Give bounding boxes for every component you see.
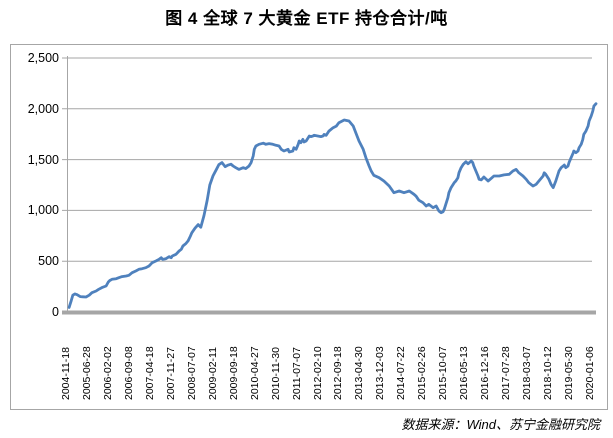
- x-axis-label: 2006-02-02: [101, 346, 114, 400]
- source-note: 数据来源：Wind、苏宁金融研究院: [401, 417, 600, 432]
- x-axis-label: 2016-12-16: [479, 346, 492, 400]
- x-axis-line: [62, 310, 596, 315]
- x-axis-label: 2019-05-30: [563, 346, 576, 400]
- y-axis-label: 1,000: [27, 203, 59, 218]
- y-axis-label: 0: [52, 305, 59, 319]
- x-axis-label: 2012-02-10: [311, 346, 324, 400]
- page-title: 图 4 全球 7 大黄金 ETF 持仓合计/吨: [165, 9, 448, 28]
- x-axis-label: 2010-11-30: [269, 347, 282, 400]
- x-axis-label: 2014-07-22: [395, 346, 408, 400]
- x-axis-label: 2020-01-06: [584, 346, 597, 400]
- x-axis-label: 2010-04-27: [248, 346, 261, 400]
- x-axis-label: 2017-07-28: [500, 346, 513, 400]
- x-axis-label: 2009-09-18: [227, 346, 240, 400]
- plot-area: [62, 56, 598, 315]
- x-axis-label: 2013-12-03: [374, 346, 387, 400]
- x-axis-label: 2018-03-07: [521, 346, 534, 400]
- y-axis-label: 1,500: [27, 152, 59, 167]
- x-axis-label: 2005-06-28: [80, 346, 93, 400]
- chart-frame: 0 500 1,000 1,500 2,000 2,500 2004-11-18 2005-…: [10, 44, 608, 410]
- x-axis-label: 2015-02-26: [416, 346, 429, 400]
- x-axis-label: 2013-04-30: [353, 346, 366, 400]
- x-axis-label: 2006-09-08: [122, 346, 135, 400]
- x-axis-label: 2007-11-27: [164, 347, 177, 400]
- x-axis-label: 2004-11-18: [60, 347, 72, 400]
- x-axis-label: 2011-07-07: [290, 347, 303, 400]
- x-axis-label: 2007-04-18: [143, 346, 156, 400]
- y-axis-label: 2,000: [27, 101, 59, 116]
- y-axis-label: 500: [38, 254, 59, 269]
- x-axis-label: 2018-10-12: [542, 346, 555, 400]
- y-axis-label: 2,500: [27, 51, 59, 65]
- x-axis-label: 2015-10-07: [437, 346, 450, 400]
- series-line: [67, 102, 598, 309]
- x-axis-label: 2008-07-07: [185, 346, 198, 400]
- x-axis-label: 2012-09-18: [332, 346, 345, 400]
- x-axis-label: 2009-02-11: [206, 347, 219, 400]
- x-axis-label: 2016-05-13: [458, 346, 471, 400]
